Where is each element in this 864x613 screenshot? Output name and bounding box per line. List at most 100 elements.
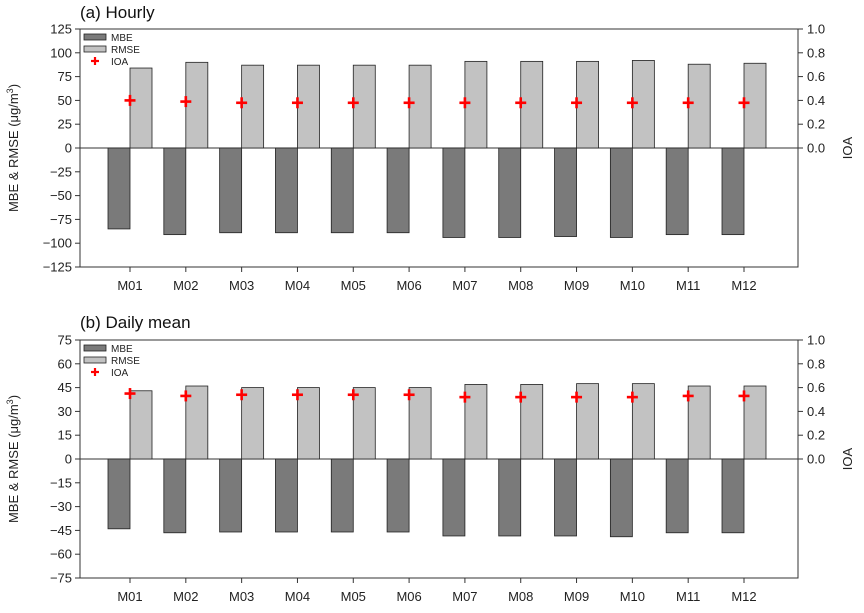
legend-swatch-mbe [83,33,107,41]
x-tick-label: M12 [731,278,756,293]
x-tick-label: M06 [396,278,421,293]
mbe-bar [107,458,131,530]
mbe-bar [442,458,466,537]
x-tick-label: M04 [285,278,310,293]
legend-label-ioa: IOA [111,368,129,379]
ioa-marker [571,97,583,109]
ioa-marker [291,389,303,401]
x-tick-label: M01 [117,278,142,293]
mbe-bar [219,147,243,234]
y-tick-label: 60 [58,356,72,371]
y2-tick-label: 1.0 [807,22,825,37]
ioa-marker [682,97,694,109]
rmse-bar [576,383,599,460]
x-tick-label: M10 [620,278,645,293]
y-axis-label: MBE & RMSE (μg/m3) [5,84,21,212]
ioa-marker [347,97,359,109]
legend-label-mbe: MBE [111,33,133,44]
ioa-marker [738,97,750,109]
y-tick-label: 100 [50,45,72,60]
ioa-marker [291,97,303,109]
y-axis-label-unit: μg/m [6,93,21,122]
ioa-marker [236,389,248,401]
ioa-marker [626,391,638,403]
ioa-marker [124,388,136,400]
mbe-bar [498,147,522,238]
x-tick-label: M11 [676,278,700,293]
mbe-bar [275,458,298,533]
x-tick-label: M02 [173,589,198,604]
y2-axis-label: IOA [840,136,855,159]
mbe-bar [554,458,577,537]
x-tick-label: M09 [564,278,589,293]
legend-label-rmse: RMSE [111,45,140,56]
ioa-marker [180,390,192,402]
y-tick-label: 0 [65,452,72,467]
legend-label-mbe: MBE [111,344,133,355]
ioa-marker [571,391,583,403]
y-tick-label: 0 [65,141,72,156]
rmse-bar [743,62,767,149]
rmse-bar [520,60,544,149]
mbe-bar [163,458,187,534]
rmse-bar [687,63,711,149]
y-axis-label-sup: 3 [5,399,15,404]
mbe-bar [721,458,745,534]
ioa-marker [403,97,415,109]
mbe-bar [609,458,633,538]
rmse-bar [241,64,265,149]
legend-label-ioa: IOA [111,57,129,68]
mbe-bar [554,147,577,237]
y-tick-label: 75 [58,69,72,84]
x-tick-label: M03 [229,278,254,293]
rmse-bar [408,64,432,149]
rmse-bar [241,387,265,460]
y-tick-label: −45 [50,523,72,538]
mbe-bar [386,147,410,234]
y-tick-label: 15 [58,428,72,443]
y-tick-label: 30 [58,404,72,419]
y-tick-label: −60 [50,547,72,562]
rmse-bar [185,385,209,460]
y2-tick-label: 0.0 [807,452,825,467]
legend-swatch-rmse [83,45,107,53]
ioa-marker [459,97,471,109]
y-tick-label: −30 [50,499,72,514]
y-tick-label: 50 [58,93,72,108]
rmse-bar [464,384,488,460]
ioa-marker [626,97,638,109]
panel-daily-mean: (b) Daily mean −75 −60 −45 −30 −15 0 15 30 45 60 75… [5,313,855,604]
ioa-marker [236,97,248,109]
ioa-marker [403,389,415,401]
ioa-marker [180,96,192,108]
y-axis-label-main: MBE & RMSE ( [6,433,21,523]
rmse-bar [576,60,599,149]
ioa-marker [515,391,527,403]
mbe-bar [163,147,187,236]
y2-tick-label: 0.0 [807,141,825,156]
y2-tick-label: 0.4 [807,93,825,108]
mbe-bar [665,458,689,534]
y-axis-label: MBE & RMSE (μg/m3) [5,395,21,523]
x-tick-label: M10 [620,589,645,604]
mbe-bar [219,458,243,533]
ioa-marker [124,94,136,106]
rmse-bar [408,387,432,460]
mbe-bar [609,147,633,238]
mbe-bar [386,458,410,533]
mbe-bar [721,147,745,236]
y2-tick-label: 1.0 [807,333,825,348]
y2-tick-label: 0.4 [807,404,825,419]
ioa-marker [347,389,359,401]
y2-tick-label: 0.2 [807,117,825,132]
y2-tick-label: 0.6 [807,380,825,395]
x-tick-label: M04 [285,589,310,604]
x-tick-label: M05 [341,278,366,293]
legend-label-rmse: RMSE [111,356,140,367]
x-tick-label: M09 [564,589,589,604]
chart-title: (a) Hourly [80,3,155,22]
ioa-marker [459,391,471,403]
y-axis-label-unit: μg/m [6,404,21,433]
